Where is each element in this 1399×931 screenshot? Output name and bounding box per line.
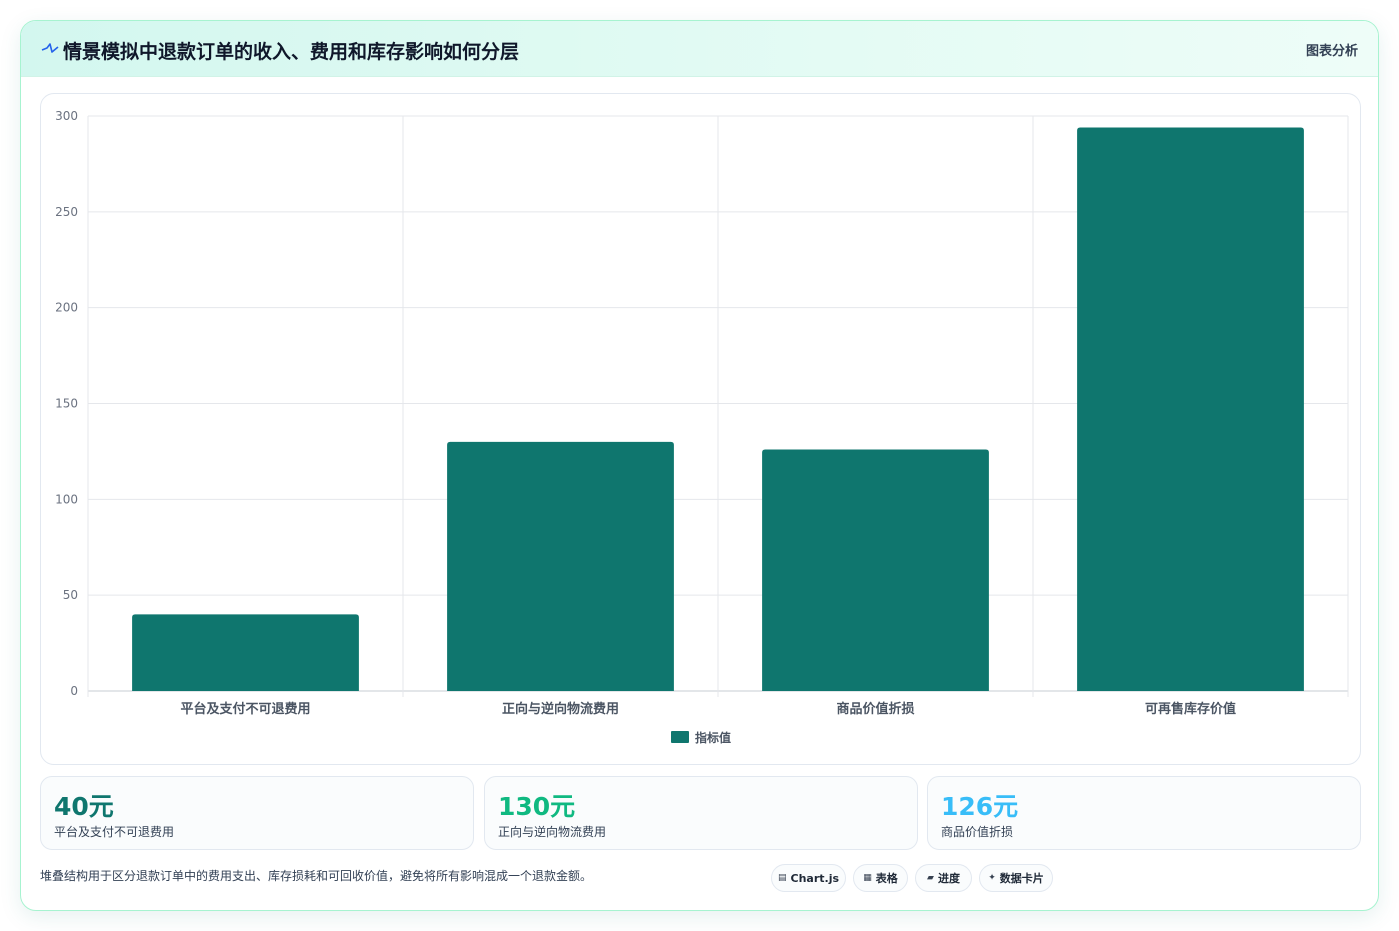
chart-card: 情景模拟中退款订单的收入、费用和库存影响如何分层 图表分析 0 50 100 150 2…	[20, 20, 1379, 911]
bar-chart: 0 50 100 150 200 250 300 平台及支付不可退费用 正向与逆向物流费用 商品价…	[55, 109, 1349, 745]
bar	[447, 441, 674, 691]
chart-title: 情景模拟中退款订单的收入、费用和库存影响如何分层	[63, 41, 520, 63]
chip-label: 数据卡片	[999, 872, 1044, 885]
legend-swatch	[671, 731, 689, 743]
bar	[1077, 127, 1304, 691]
y-tick-label: 100	[55, 492, 78, 506]
chip-data-card[interactable]: ✦ 数据卡片	[979, 864, 1053, 892]
kpi-value: 130元	[498, 792, 576, 821]
bar	[762, 449, 989, 691]
chart-analysis-tag[interactable]: 图表分析	[1305, 44, 1358, 59]
chip-label: 进度	[937, 872, 960, 885]
y-tick-label: 250	[55, 205, 78, 219]
y-tick-label: 300	[55, 109, 78, 123]
chip-table[interactable]: ▦ 表格	[853, 864, 908, 892]
kpi-value: 40元	[54, 792, 114, 821]
table-icon: ▦	[863, 873, 872, 883]
kpi-label: 商品价值折损	[941, 825, 1014, 839]
chart-icon: ▤	[777, 873, 787, 883]
kpi-label: 正向与逆向物流费用	[498, 825, 607, 839]
x-tick-label: 商品价值折损	[836, 701, 914, 717]
chart-panel: 0 50 100 150 200 250 300 平台及支付不可退费用 正向与逆向物流费用 商品价…	[40, 93, 1361, 765]
y-tick-label: 50	[63, 588, 78, 602]
chip-label: 表格	[875, 872, 898, 885]
y-tick-label: 0	[70, 684, 78, 698]
x-tick-label: 平台及支付不可退费用	[180, 701, 310, 717]
y-tick-label: 150	[55, 397, 78, 411]
chip-label: Chart.js	[790, 871, 840, 885]
kpi-card-platform-fee: 40元 平台及支付不可退费用	[40, 776, 474, 850]
sparkle-icon: ✦	[988, 873, 996, 883]
pulse-icon	[41, 43, 59, 53]
chip-progress[interactable]: ▰ 进度	[915, 864, 972, 892]
kpi-card-logistics-fee: 130元 正向与逆向物流费用	[484, 776, 918, 850]
x-tick-label: 正向与逆向物流费用	[502, 701, 619, 717]
y-tick-label: 200	[55, 301, 78, 315]
legend-label: 指标值	[695, 730, 731, 745]
progress-icon: ▰	[927, 873, 934, 883]
card-header: 情景模拟中退款订单的收入、费用和库存影响如何分层 图表分析	[21, 21, 1378, 77]
chip-chartjs[interactable]: ▤ Chart.js	[771, 864, 846, 892]
kpi-label: 平台及支付不可退费用	[54, 825, 175, 839]
footnote-text: 堆叠结构用于区分退款订单中的费用支出、库存损耗和可回收价值，避免将所有影响混成一…	[40, 869, 593, 883]
kpi-card-value-loss: 126元 商品价值折损	[927, 776, 1361, 850]
kpi-value: 126元	[941, 792, 1019, 821]
x-tick-label: 可再售库存价值	[1145, 701, 1236, 717]
bar	[132, 614, 359, 691]
